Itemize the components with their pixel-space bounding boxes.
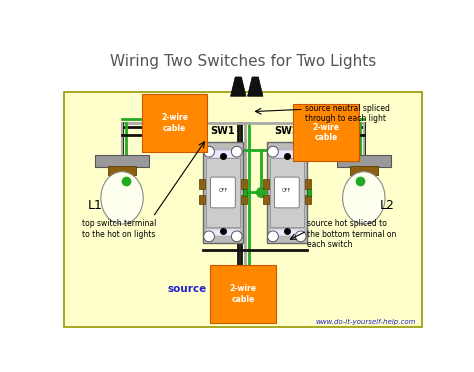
Text: OFF: OFF [282,189,292,193]
FancyBboxPatch shape [337,155,391,167]
FancyBboxPatch shape [270,150,304,158]
Text: OFF: OFF [219,189,228,193]
Text: Wiring Two Switches for Two Lights: Wiring Two Switches for Two Lights [110,54,376,69]
FancyBboxPatch shape [243,189,247,196]
Text: top switch terminal
to the hot on lights: top switch terminal to the hot on lights [82,219,156,239]
FancyBboxPatch shape [64,92,421,327]
FancyBboxPatch shape [307,189,310,196]
Text: www.do-it-yourself-help.com: www.do-it-yourself-help.com [316,319,416,325]
Text: L1: L1 [88,199,102,212]
Circle shape [295,146,306,157]
FancyBboxPatch shape [108,166,136,175]
Ellipse shape [343,172,385,224]
Circle shape [204,231,214,242]
FancyBboxPatch shape [350,166,378,175]
Text: 2-wire
cable: 2-wire cable [229,285,256,304]
Text: SW2: SW2 [274,126,299,136]
FancyBboxPatch shape [304,195,310,204]
Text: L2: L2 [380,199,394,212]
Circle shape [267,231,278,242]
FancyBboxPatch shape [206,158,240,227]
Text: source hot spliced to
the bottom terminal on
each switch: source hot spliced to the bottom termina… [307,219,396,249]
Polygon shape [231,77,246,96]
FancyBboxPatch shape [199,179,205,189]
Ellipse shape [101,172,143,224]
FancyBboxPatch shape [241,179,247,189]
FancyBboxPatch shape [199,195,205,204]
FancyBboxPatch shape [206,150,240,158]
FancyBboxPatch shape [206,229,240,236]
FancyBboxPatch shape [203,142,243,243]
FancyBboxPatch shape [304,179,310,189]
FancyBboxPatch shape [263,179,269,189]
Circle shape [267,146,278,157]
Text: 2-wire
cable: 2-wire cable [161,113,188,133]
Text: 2-wire
cable: 2-wire cable [312,123,339,142]
Polygon shape [247,77,263,96]
FancyBboxPatch shape [263,195,269,204]
Circle shape [231,231,242,242]
FancyBboxPatch shape [267,142,307,243]
FancyBboxPatch shape [95,155,149,167]
FancyBboxPatch shape [210,177,235,208]
FancyBboxPatch shape [274,177,299,208]
Circle shape [231,146,242,157]
FancyBboxPatch shape [241,195,247,204]
Text: SW1: SW1 [210,126,235,136]
Text: source neutral spliced
through to each light: source neutral spliced through to each l… [305,104,390,124]
Text: source: source [168,284,207,294]
FancyBboxPatch shape [270,158,304,227]
FancyBboxPatch shape [270,229,304,236]
Circle shape [295,231,306,242]
Circle shape [204,146,214,157]
Polygon shape [228,281,255,308]
